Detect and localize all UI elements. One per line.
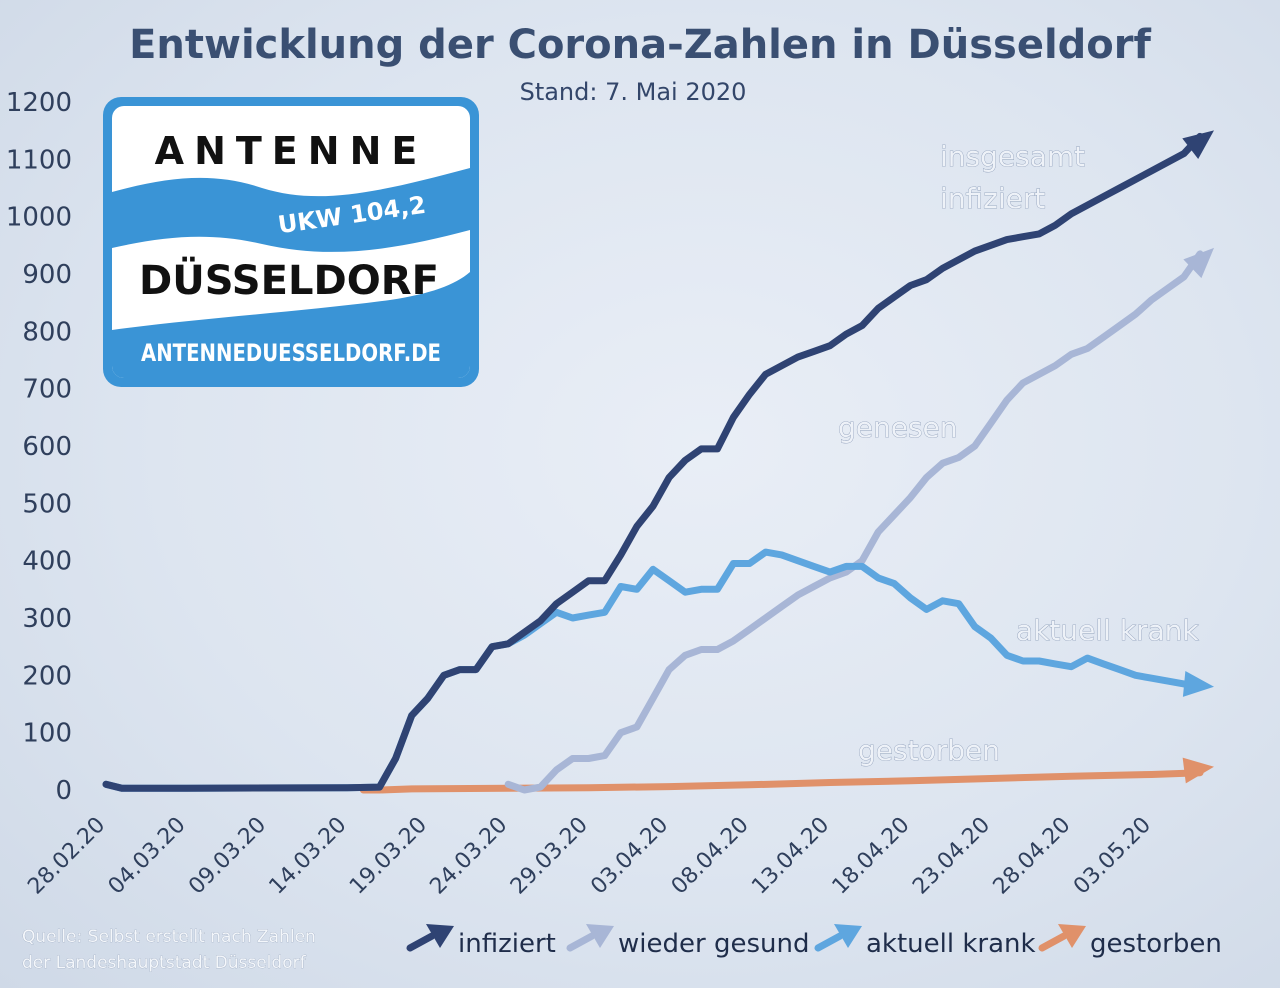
y-tick-label: 1100 <box>6 145 72 175</box>
y-tick-label: 600 <box>22 432 72 462</box>
logo-bottom-curve <box>112 272 470 378</box>
logo-top-text: ANTENNE <box>155 129 428 173</box>
legend-item-wieder-gesund: wieder gesund <box>566 924 809 959</box>
y-tick-label: 100 <box>22 719 72 749</box>
legend-item-gestorben: gestorben <box>1038 924 1222 959</box>
legend-swatch-line <box>566 932 596 952</box>
x-tick-label: 29.03.20 <box>506 813 593 900</box>
legend-label: gestorben <box>1090 929 1222 959</box>
x-tick-label: 04.03.20 <box>104 813 191 900</box>
x-tick-label: 19.03.20 <box>345 813 432 900</box>
series-aktuell-krank <box>102 548 1214 792</box>
x-tick-label: 23.04.20 <box>908 813 995 900</box>
y-tick-label: 700 <box>22 375 72 405</box>
x-tick-label: 03.05.20 <box>1069 813 1156 900</box>
series-line-infiziert <box>102 132 1204 792</box>
series-label-infiziert-line2: infiziert <box>940 182 1045 215</box>
series-label-aktuell-krank: aktuell krank <box>1016 614 1199 647</box>
x-tick-label: 24.03.20 <box>425 813 512 900</box>
series-label-gestorben: gestorben <box>858 734 1000 767</box>
antenne-duesseldorf-logo: ANTENNE UKW 104,2 DÜSSELDORF ANTENNEDUES… <box>103 97 479 387</box>
x-tick-label: 14.03.20 <box>265 813 352 900</box>
series-infiziert-arrowhead <box>1182 130 1214 160</box>
y-tick-label: 500 <box>22 489 72 519</box>
x-tick-label: 18.04.20 <box>828 813 915 900</box>
series-line-gestorben <box>359 769 1204 794</box>
chart-subtitle: Stand: 7. Mai 2020 <box>520 78 747 106</box>
x-tick-label: 08.04.20 <box>667 813 754 900</box>
series-gestorben-arrowhead <box>1182 757 1214 784</box>
series-labels: insgesamt infiziert genesen aktuell kran… <box>838 140 1200 768</box>
series-line-aktuell-krank <box>102 548 1204 792</box>
legend-label: aktuell krank <box>866 929 1036 959</box>
y-tick-label: 300 <box>22 604 72 634</box>
legend-swatch-line <box>814 932 844 952</box>
y-tick-label: 0 <box>55 776 72 806</box>
legend-label: wieder gesund <box>618 929 809 959</box>
series-label-infiziert-line1: insgesamt <box>940 140 1085 173</box>
chart-title: Entwicklung der Corona-Zahlen in Düsseld… <box>129 22 1151 68</box>
x-tick-label: 28.02.20 <box>23 813 110 900</box>
legend-swatch-arrow <box>586 924 614 948</box>
x-axis-ticks: 28.02.2004.03.2009.03.2014.03.2019.03.20… <box>23 813 1156 900</box>
legend-swatch-line <box>1038 932 1068 952</box>
y-tick-label: 900 <box>22 260 72 290</box>
legend-label: infiziert <box>458 929 556 959</box>
y-tick-label: 1200 <box>6 88 72 118</box>
y-axis-ticks: 0 100 200 300 400 500 600 700 800 900 1000 1100 1200 <box>6 88 72 806</box>
y-tick-label: 1000 <box>6 203 72 233</box>
series-wieder-gesund-arrowhead <box>1183 247 1214 279</box>
x-tick-label: 13.04.20 <box>747 813 834 900</box>
legend-swatch-arrow <box>834 924 862 948</box>
y-tick-label: 400 <box>22 547 72 577</box>
series-line-wieder-gesund <box>504 250 1204 794</box>
legend-item-aktuell-krank: aktuell krank <box>814 924 1036 959</box>
x-tick-label: 28.04.20 <box>989 813 1076 900</box>
y-tick-label: 800 <box>22 317 72 347</box>
logo-wave-band <box>112 168 470 252</box>
series-gestorben <box>359 757 1214 794</box>
source-note-line2: der Landeshauptstadt Düsseldorf <box>22 953 307 973</box>
source-note-line1: Quelle: Selbst erstellt nach Zahlen <box>22 927 316 947</box>
y-tick-label: 200 <box>22 661 72 691</box>
legend-swatch-arrow <box>426 924 454 948</box>
series-layer <box>102 130 1214 794</box>
series-infiziert <box>102 130 1214 792</box>
series-label-genesen: genesen <box>838 411 958 444</box>
legend-item-infiziert: infiziert <box>406 924 556 959</box>
legend-swatch-line <box>406 932 436 952</box>
series-aktuell-krank-arrowhead <box>1182 671 1214 697</box>
legend: infiziert wieder gesund aktuell krank gesto… <box>406 924 1222 959</box>
logo-url-text: ANTENNEDUESSELDORF.DE <box>141 339 441 367</box>
legend-swatch-arrow <box>1058 924 1086 948</box>
logo-bottom-text: DÜSSELDORF <box>139 256 439 304</box>
x-tick-label: 03.04.20 <box>586 813 673 900</box>
x-tick-label: 09.03.20 <box>184 813 271 900</box>
